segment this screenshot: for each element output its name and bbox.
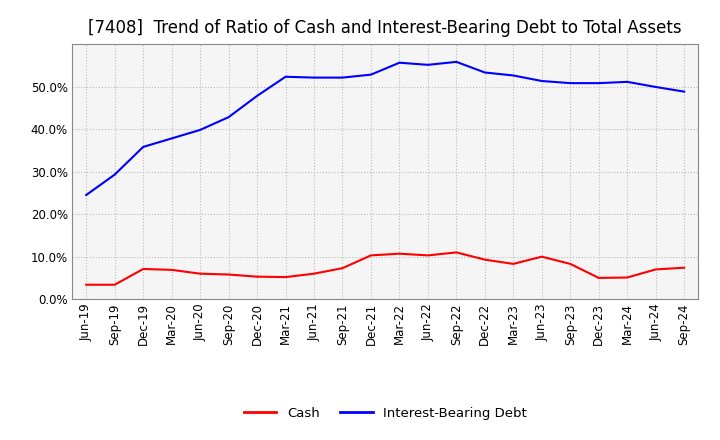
Legend: Cash, Interest-Bearing Debt: Cash, Interest-Bearing Debt: [238, 402, 532, 425]
Title: [7408]  Trend of Ratio of Cash and Interest-Bearing Debt to Total Assets: [7408] Trend of Ratio of Cash and Intere…: [89, 19, 682, 37]
